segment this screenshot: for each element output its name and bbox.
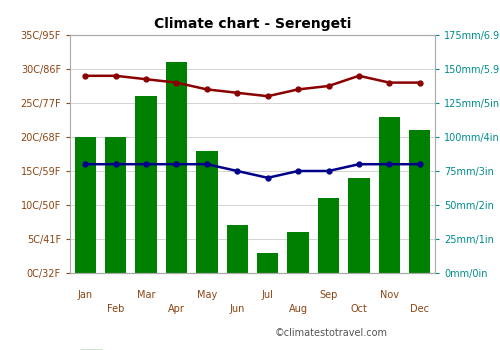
Text: Jun: Jun	[230, 303, 245, 314]
Bar	[136, 96, 156, 273]
Text: Aug: Aug	[288, 303, 308, 314]
Bar	[166, 62, 187, 273]
Text: Feb: Feb	[107, 303, 124, 314]
Text: Nov: Nov	[380, 290, 399, 300]
Text: Oct: Oct	[350, 303, 368, 314]
Text: Apr: Apr	[168, 303, 185, 314]
Title: Climate chart - Serengeti: Climate chart - Serengeti	[154, 17, 351, 31]
Text: Jan: Jan	[78, 290, 93, 300]
Bar	[74, 137, 96, 273]
Text: Dec: Dec	[410, 303, 430, 314]
Text: May: May	[197, 290, 217, 300]
Text: ©climatestotravel.com: ©climatestotravel.com	[275, 328, 388, 338]
Legend: Prec, Min, Max: Prec, Min, Max	[76, 345, 257, 350]
Text: Sep: Sep	[320, 290, 338, 300]
Bar	[348, 178, 370, 273]
Bar	[196, 150, 218, 273]
Bar	[409, 130, 430, 273]
Bar	[226, 225, 248, 273]
Bar	[318, 198, 339, 273]
Text: Jul: Jul	[262, 290, 274, 300]
Bar	[105, 137, 126, 273]
Bar	[257, 253, 278, 273]
Text: Mar: Mar	[137, 290, 156, 300]
Bar	[288, 232, 309, 273]
Bar	[378, 117, 400, 273]
